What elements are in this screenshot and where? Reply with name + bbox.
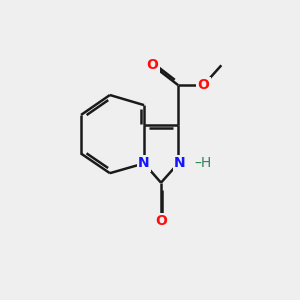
Text: O: O <box>146 58 158 72</box>
Text: O: O <box>155 214 167 228</box>
Text: N: N <box>174 156 185 170</box>
Text: N: N <box>138 156 150 170</box>
Text: O: O <box>198 78 209 92</box>
Text: –H: –H <box>195 156 212 170</box>
